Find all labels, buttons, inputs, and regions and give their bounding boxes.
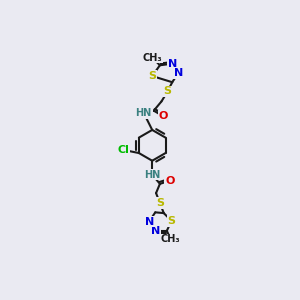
Text: N: N <box>145 217 154 226</box>
Text: HN: HN <box>136 108 152 118</box>
Text: CH₃: CH₃ <box>161 234 181 244</box>
Text: S: S <box>164 86 172 96</box>
Text: N: N <box>168 59 177 69</box>
Text: HN: HN <box>144 169 160 180</box>
Text: S: S <box>167 216 175 226</box>
Text: O: O <box>165 176 175 186</box>
Text: S: S <box>148 71 156 81</box>
Text: S: S <box>156 198 164 208</box>
Text: CH₃: CH₃ <box>142 52 162 63</box>
Text: Cl: Cl <box>118 145 130 155</box>
Text: N: N <box>174 68 183 78</box>
Text: N: N <box>151 226 160 236</box>
Text: O: O <box>158 111 168 121</box>
